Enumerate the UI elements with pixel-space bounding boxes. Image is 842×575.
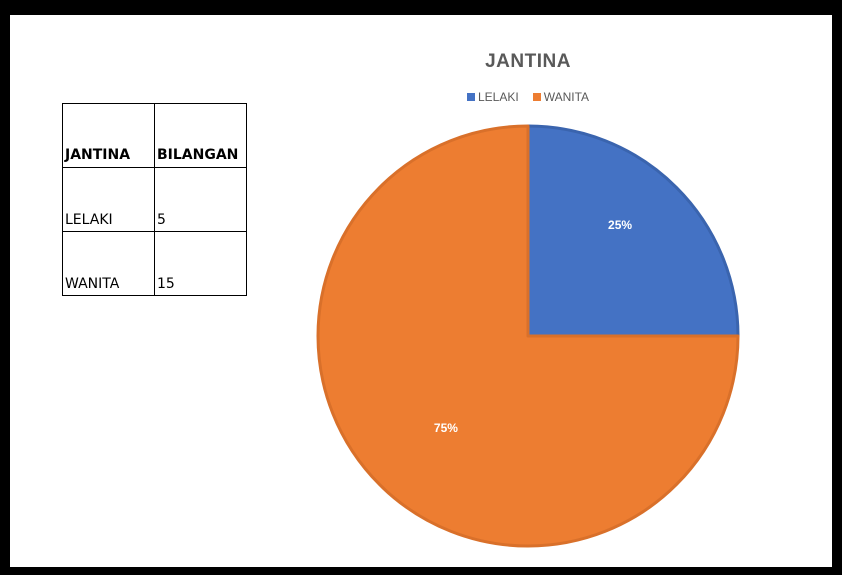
table-row: WANITA 15 <box>62 231 247 296</box>
legend-item: WANITA <box>532 90 590 104</box>
legend-item: LELAKI <box>466 90 519 104</box>
legend-label: WANITA <box>543 90 590 104</box>
data-label: 25% <box>608 218 632 232</box>
pie-chart: 25% 75% <box>316 124 740 548</box>
chart-legend: LELAKI WANITA <box>328 90 728 104</box>
legend-swatch <box>532 93 541 101</box>
table-cell: WANITA <box>62 231 155 296</box>
table-row: LELAKI 5 <box>62 167 247 232</box>
data-label: 75% <box>434 421 458 435</box>
table-header-cell: JANTINA <box>62 103 155 168</box>
table-cell: 5 <box>154 167 247 232</box>
pie-slice-wanita <box>316 124 740 548</box>
legend-label: LELAKI <box>477 90 519 104</box>
table-cell: 15 <box>154 231 247 296</box>
table-header-cell: BILANGAN <box>154 103 247 168</box>
data-table: JANTINA BILANGAN LELAKI 5 WANITA 15 <box>62 103 247 296</box>
pie-slice-lelaki <box>526 124 740 338</box>
legend-swatch <box>466 93 475 101</box>
chart-title: JANTINA <box>485 51 571 72</box>
table-header-row: JANTINA BILANGAN <box>62 103 247 168</box>
chart-canvas: JANTINA BILANGAN LELAKI 5 WANITA 15 JANT… <box>10 15 832 567</box>
